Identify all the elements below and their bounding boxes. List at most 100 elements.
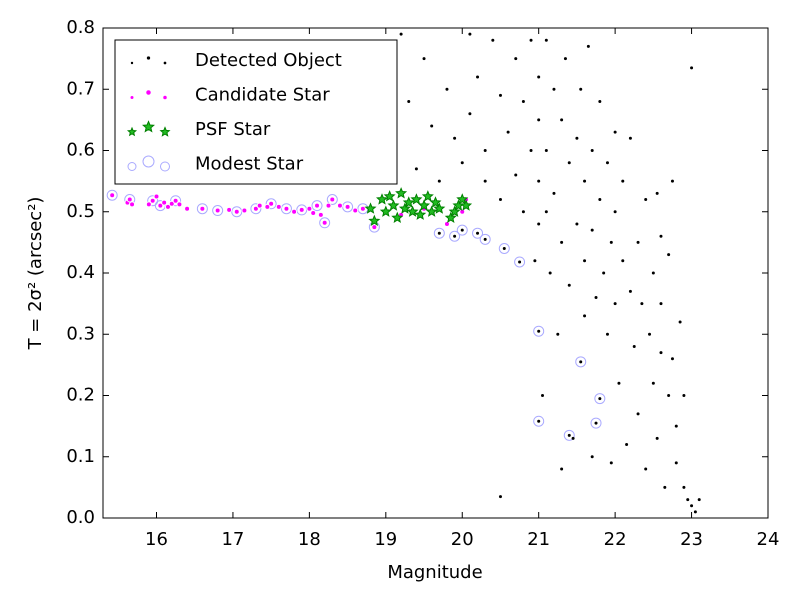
legend-marker — [127, 162, 137, 171]
point — [459, 208, 466, 215]
point — [537, 118, 541, 122]
point — [594, 421, 598, 425]
point — [241, 207, 248, 214]
point — [383, 190, 396, 202]
point — [359, 205, 366, 212]
point — [529, 149, 533, 152]
point — [602, 271, 606, 275]
point — [280, 203, 292, 215]
point — [636, 412, 640, 416]
point — [605, 332, 609, 336]
point — [256, 202, 263, 209]
point — [617, 381, 621, 385]
point — [605, 161, 609, 165]
point — [395, 187, 408, 199]
point — [621, 259, 625, 263]
point — [199, 205, 206, 212]
point — [583, 314, 587, 318]
point — [476, 231, 480, 235]
point — [430, 124, 434, 128]
x-tick-label: 17 — [221, 529, 244, 550]
x-tick-label: 23 — [680, 529, 703, 550]
x-tick-label: 18 — [298, 529, 321, 550]
legend-marker — [162, 94, 168, 101]
point — [250, 203, 262, 215]
point — [693, 510, 697, 514]
point — [690, 66, 694, 70]
plot-frame — [102, 27, 769, 519]
point — [678, 320, 682, 324]
point — [552, 87, 556, 91]
point — [594, 296, 598, 299]
legend-marker — [160, 161, 170, 172]
point — [651, 271, 655, 275]
point — [598, 198, 602, 201]
point — [437, 179, 441, 183]
point — [319, 217, 331, 229]
point — [613, 302, 617, 306]
point — [326, 194, 338, 205]
point — [644, 198, 648, 201]
legend-marker — [142, 120, 155, 133]
point — [391, 211, 404, 223]
point — [579, 360, 583, 364]
point — [433, 202, 446, 214]
point — [529, 38, 533, 42]
point — [502, 247, 506, 250]
point — [406, 205, 419, 217]
point — [575, 222, 579, 226]
point — [560, 240, 564, 244]
legend-label: Detected Object — [195, 50, 342, 71]
point — [443, 221, 450, 227]
point — [329, 196, 336, 203]
point — [625, 443, 629, 446]
point — [518, 260, 522, 264]
point — [571, 436, 575, 440]
point — [265, 198, 277, 210]
point — [109, 192, 116, 199]
point — [184, 205, 191, 212]
x-tick-label: 22 — [604, 529, 627, 550]
point — [164, 203, 171, 210]
y-tick-label: 0.4 — [66, 262, 95, 283]
legend-label: Modest Star — [195, 154, 304, 175]
point — [544, 210, 548, 214]
point — [514, 173, 518, 177]
point — [598, 397, 602, 401]
point — [456, 193, 469, 205]
point — [567, 433, 571, 437]
legend: Detected Object Candidate Star PSF Star Mod… — [114, 39, 398, 185]
point — [621, 179, 625, 183]
point — [453, 234, 457, 238]
point — [590, 455, 594, 459]
point — [552, 191, 556, 195]
point — [460, 199, 473, 211]
point — [575, 136, 579, 140]
point — [655, 436, 659, 440]
point — [325, 202, 332, 209]
point — [106, 189, 118, 201]
point — [556, 332, 560, 336]
point — [690, 504, 694, 508]
point — [368, 214, 381, 227]
point — [583, 179, 587, 183]
y-tick-label: 0.8 — [66, 17, 95, 38]
point — [291, 208, 298, 215]
point — [537, 75, 541, 79]
y-tick-label: 0.2 — [66, 385, 95, 406]
legend-label: PSF Star — [195, 119, 271, 140]
point — [483, 149, 487, 152]
point — [537, 179, 541, 183]
point — [145, 201, 152, 208]
point — [344, 203, 351, 210]
point — [563, 57, 567, 61]
point — [537, 419, 541, 423]
point — [590, 149, 594, 152]
point — [402, 196, 415, 208]
x-tick-label: 16 — [145, 529, 168, 550]
point — [537, 222, 541, 226]
point — [548, 271, 552, 275]
y-tick-label: 0.1 — [66, 446, 95, 467]
x-tick-label: 24 — [757, 529, 780, 550]
point — [598, 100, 602, 103]
